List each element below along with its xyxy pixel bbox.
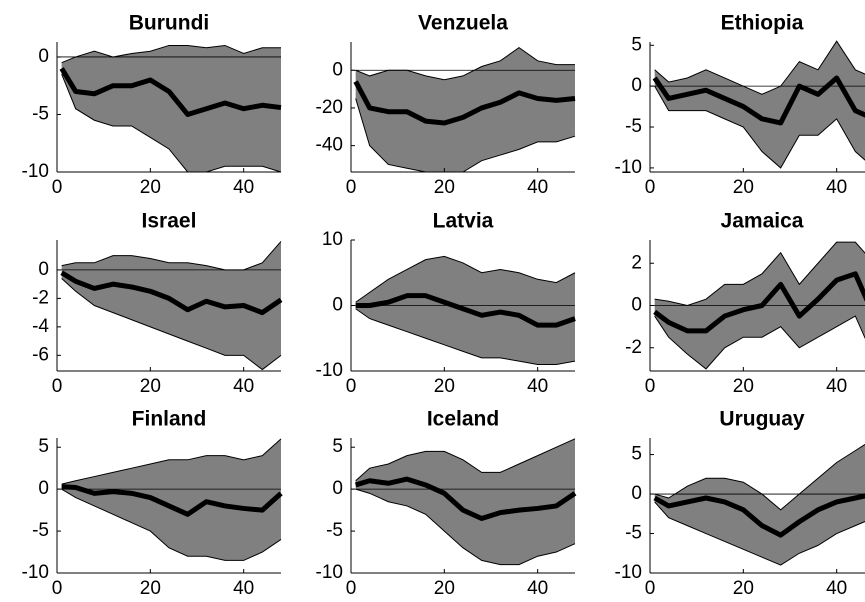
- confidence-band: [654, 41, 865, 168]
- x-tick-label: 40: [233, 578, 254, 599]
- confidence-band: [355, 47, 575, 172]
- confidence-band: [61, 45, 281, 173]
- y-tick-label: -2: [32, 287, 49, 308]
- y-tick-label: 0: [631, 295, 642, 316]
- y-tick-label: -6: [32, 344, 49, 365]
- band-upper-edge: [654, 40, 865, 95]
- y-tick-label: 5: [631, 444, 642, 465]
- y-tick-label: 2: [631, 252, 642, 273]
- y-tick-label: 0: [631, 75, 642, 96]
- y-tick-label: -5: [625, 523, 642, 544]
- confidence-band: [61, 438, 281, 561]
- x-tick-label: 20: [733, 578, 754, 599]
- median-line: [353, 80, 576, 126]
- chart-title: Latvia: [433, 210, 494, 233]
- x-tick-label: 0: [52, 376, 63, 397]
- band-upper-edge: [61, 44, 281, 64]
- y-tick-label: -10: [615, 157, 642, 178]
- y-tick-label: 0: [38, 259, 49, 280]
- band-upper-edge: [355, 438, 576, 482]
- y-tick-label: -20: [316, 97, 343, 118]
- x-tick-label: 0: [346, 376, 357, 397]
- y-tick-label: 0: [332, 59, 343, 80]
- x-tick-label: 20: [434, 177, 455, 198]
- x-tick-label: 40: [233, 177, 254, 198]
- y-tick-label: 5: [38, 436, 49, 457]
- y-tick-label: 10: [322, 229, 343, 250]
- x-tick-label: 20: [733, 376, 754, 397]
- x-tick-label: 0: [645, 578, 656, 599]
- confidence-band: [654, 444, 865, 566]
- y-tick-label: -10: [615, 562, 642, 583]
- chart-title: Burundi: [129, 12, 209, 35]
- confidence-band: [355, 438, 575, 565]
- band-lower-edge: [654, 501, 865, 566]
- x-tick-label: 20: [140, 578, 161, 599]
- x-tick-label: 20: [434, 376, 455, 397]
- y-tick-label: -4: [32, 316, 49, 337]
- x-tick-label: 40: [233, 376, 254, 397]
- median-line: [61, 484, 283, 517]
- y-tick-label: 0: [38, 46, 49, 67]
- y-tick-label: -10: [22, 562, 49, 583]
- y-tick-label: -2: [625, 337, 642, 358]
- band-upper-edge: [355, 255, 576, 303]
- median-line: [59, 67, 282, 117]
- band-upper-edge: [61, 438, 282, 485]
- median-line: [354, 476, 577, 521]
- y-tick-label: -40: [316, 135, 343, 156]
- y-tick-label: -5: [32, 520, 49, 541]
- chart-title: Jamaica: [721, 210, 804, 233]
- y-tick-label: -10: [22, 161, 49, 182]
- chart-title: Finland: [132, 408, 207, 431]
- x-tick-label: 0: [645, 177, 656, 198]
- band-lower-edge: [61, 278, 282, 371]
- y-tick-label: 0: [631, 483, 642, 504]
- median-line: [652, 75, 865, 126]
- y-tick-label: -5: [326, 520, 343, 541]
- band-lower-edge: [654, 85, 865, 169]
- band-lower-edge: [61, 488, 282, 561]
- x-tick-label: 20: [140, 376, 161, 397]
- median-line: [653, 271, 865, 334]
- x-tick-label: 20: [434, 578, 455, 599]
- median-line: [653, 493, 865, 538]
- band-lower-edge: [355, 308, 576, 365]
- band-lower-edge: [654, 315, 865, 370]
- x-tick-label: 40: [826, 376, 847, 397]
- x-tick-label: 40: [527, 578, 548, 599]
- median-line: [355, 293, 576, 328]
- x-tick-label: 20: [140, 177, 161, 198]
- chart-title: Israel: [142, 210, 197, 233]
- x-tick-label: 40: [826, 578, 847, 599]
- chart-title: Uruguay: [719, 408, 805, 431]
- x-tick-label: 0: [645, 376, 656, 397]
- median-line: [60, 270, 283, 316]
- y-tick-label: -5: [625, 116, 642, 137]
- x-tick-label: 0: [346, 578, 357, 599]
- y-tick-label: -10: [316, 562, 343, 583]
- band-lower-edge: [61, 74, 282, 173]
- x-tick-label: 40: [826, 177, 847, 198]
- chart-title: Ethiopia: [721, 12, 804, 35]
- y-tick-label: 5: [332, 436, 343, 457]
- y-tick-label: 5: [631, 34, 642, 55]
- x-tick-label: 40: [527, 177, 548, 198]
- x-tick-label: 0: [52, 177, 63, 198]
- y-tick-label: 0: [332, 295, 343, 316]
- y-tick-label: 0: [38, 478, 49, 499]
- x-tick-label: 0: [346, 177, 357, 198]
- y-tick-label: 0: [332, 478, 343, 499]
- confidence-band: [61, 241, 281, 370]
- x-tick-label: 0: [52, 578, 63, 599]
- x-tick-label: 20: [733, 177, 754, 198]
- chart-title: Iceland: [427, 408, 499, 431]
- chart-title: Venzuela: [418, 12, 508, 35]
- band-lower-edge: [355, 488, 576, 566]
- y-tick-label: -5: [32, 103, 49, 124]
- x-tick-label: 40: [527, 376, 548, 397]
- y-tick-label: -10: [316, 360, 343, 381]
